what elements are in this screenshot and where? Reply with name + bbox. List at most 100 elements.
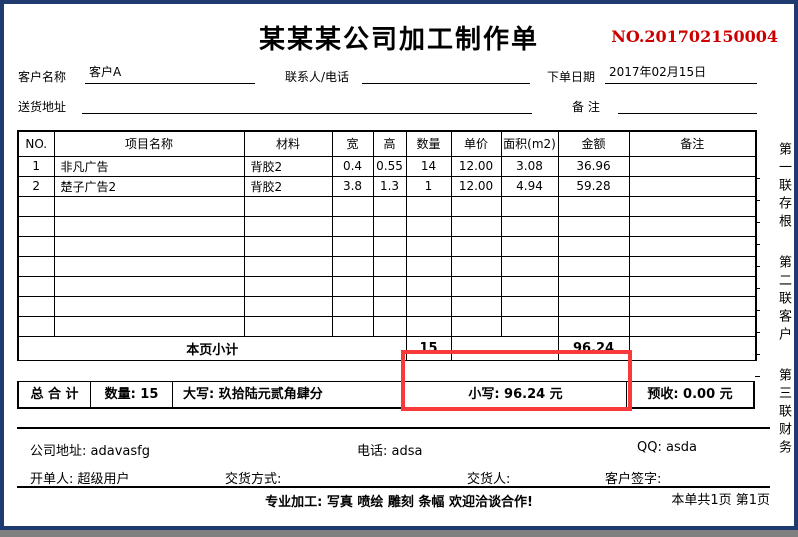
order-date-field[interactable]: 2017年02月15日: [605, 62, 757, 84]
footer-divider-bottom: [17, 486, 770, 488]
item-cell: [331, 215, 374, 237]
item-cell: [405, 295, 452, 317]
item-cell: [331, 235, 374, 257]
item-cell: [405, 195, 452, 217]
contact-phone-field[interactable]: [362, 62, 530, 84]
item-cell: [628, 175, 757, 197]
column-header: 项目名称: [53, 130, 245, 157]
item-cell: 楚子广告2: [53, 175, 245, 197]
item-cell: [243, 315, 333, 337]
column-header: 宽: [331, 130, 374, 157]
item-cell: [372, 275, 407, 297]
item-cell: [500, 235, 559, 257]
item-cell: [557, 215, 630, 237]
item-cell: [557, 275, 630, 297]
item-cell: 1: [17, 155, 55, 177]
delivery-person: 交货人:: [467, 472, 511, 487]
grand-total-prepaid: 预收: 0.00 元: [647, 387, 733, 402]
item-cell: [17, 315, 55, 337]
delivery-method: 交货方式:: [225, 472, 282, 487]
item-cell: [331, 315, 374, 337]
subtotal-remark: [628, 335, 757, 361]
stub-copy-2: 第二联客户: [776, 255, 791, 345]
item-cell: [557, 255, 630, 277]
item-cell: [372, 215, 407, 237]
column-header: 面积(m2): [500, 130, 559, 157]
stub-copy-3: 第三联财务: [776, 368, 791, 458]
item-row: [17, 235, 757, 257]
item-row: [17, 255, 757, 277]
item-cell: 1.3: [372, 175, 407, 197]
grand-total-numeric: 小写: 96.24 元: [405, 382, 627, 407]
item-cell: 12.00: [450, 155, 502, 177]
item-cell: [243, 215, 333, 237]
customer-signature: 客户签字:: [605, 472, 662, 487]
item-row: [17, 315, 757, 337]
item-cell: [243, 295, 333, 317]
item-cell: [372, 195, 407, 217]
items-table: NO. 项目名称 材料宽高数量 单价 面积(m2) 金额 备注 1 非凡广告 背胶2 0.4 0.5…: [17, 130, 757, 361]
grand-total-qty: 数量: 15: [91, 382, 173, 407]
item-cell: [372, 255, 407, 277]
item-cell: 0.4: [331, 155, 374, 177]
grand-total-row: 总 合 计 数量: 15 大写: 玖拾陆元贰角肆分 小写: 96.24 元 预收…: [17, 381, 755, 409]
item-cell: [557, 295, 630, 317]
item-row: [17, 275, 757, 297]
company-phone: 电话: adsa: [357, 444, 423, 459]
item-cell: [628, 215, 757, 237]
item-cell: [450, 215, 502, 237]
item-cell: [628, 315, 757, 337]
item-cell: [53, 215, 245, 237]
column-header: 材料: [243, 130, 333, 157]
item-cell: [53, 275, 245, 297]
item-cell: [17, 275, 55, 297]
item-cell: [331, 295, 374, 317]
item-cell: [17, 195, 55, 217]
item-row: 2 楚子广告2 背胶2 3.8 1.3 1 12.00 4.94 59.28: [17, 175, 757, 197]
item-cell: 3.08: [500, 155, 559, 177]
item-cell: 59.28: [557, 175, 630, 197]
item-cell: [500, 275, 559, 297]
item-cell: [628, 275, 757, 297]
customer-name-field[interactable]: 客户A: [85, 62, 255, 84]
item-row: [17, 215, 757, 237]
highlight-box: [401, 350, 632, 411]
item-row: 1 非凡广告 背胶2 0.4 0.55 14 12.00 3.08 36.96: [17, 155, 757, 177]
item-cell: 背胶2: [243, 155, 333, 177]
item-cell: [243, 195, 333, 217]
column-header: 单价: [450, 130, 502, 157]
item-cell: [17, 215, 55, 237]
item-cell: [17, 235, 55, 257]
item-cell: [53, 195, 245, 217]
issuer: 开单人: 超级用户: [30, 472, 130, 487]
column-header: 高: [372, 130, 407, 157]
item-cell: [331, 255, 374, 277]
item-cell: [53, 235, 245, 257]
item-cell: [17, 255, 55, 277]
item-cell: [628, 155, 757, 177]
item-cell: [372, 235, 407, 257]
item-cell: [53, 255, 245, 277]
footer-slogan: 专业加工: 写真 喷绘 雕刻 条幅 欢迎洽谈合作!: [265, 495, 533, 510]
item-cell: [331, 195, 374, 217]
remark-field[interactable]: [618, 92, 757, 114]
subtotal-label: 本页小计: [17, 335, 407, 361]
delivery-address-field[interactable]: [82, 92, 532, 114]
item-cell: [243, 255, 333, 277]
item-cell: [405, 315, 452, 337]
grand-total-label: 总 合 计: [19, 382, 91, 407]
item-cell: [243, 235, 333, 257]
item-cell: [243, 275, 333, 297]
company-qq: QQ: asda: [637, 440, 697, 455]
customer-name-label: 客户名称: [18, 70, 67, 84]
item-cell: 背胶2: [243, 175, 333, 197]
item-cell: [628, 295, 757, 317]
item-cell: [557, 235, 630, 257]
column-header: 数量: [405, 130, 452, 157]
item-cell: [53, 295, 245, 317]
item-cell: [500, 315, 559, 337]
perforation-ticks: [755, 157, 760, 383]
item-cell: [557, 195, 630, 217]
subtotal-spacer: [450, 335, 559, 361]
